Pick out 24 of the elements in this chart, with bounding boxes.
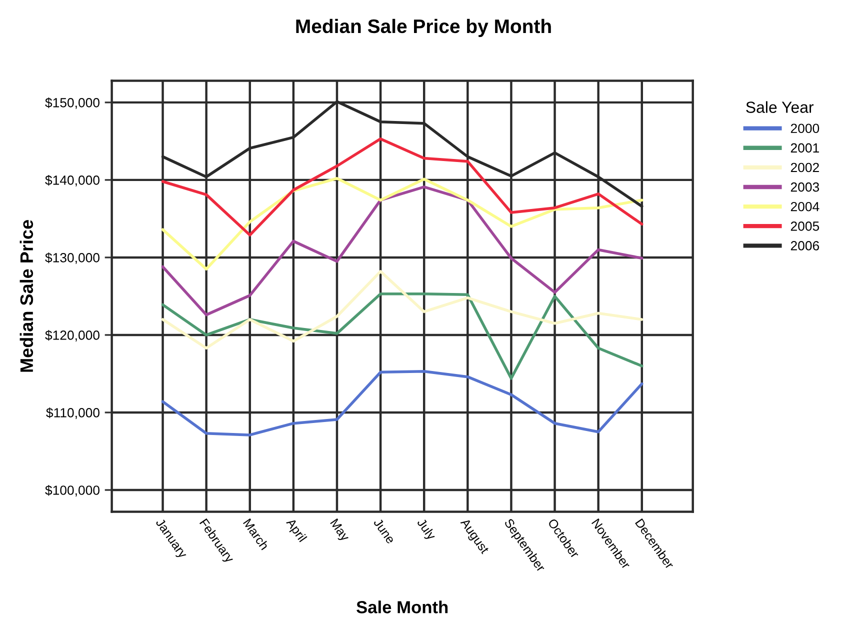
y-axis-title: Median Sale Price xyxy=(20,220,34,372)
y-tick-label: $100,000 xyxy=(45,485,100,496)
chart-title: Median Sale Price by Month xyxy=(296,18,551,38)
legend-label: 2003 xyxy=(790,182,820,192)
line-series xyxy=(161,370,644,436)
legend-label: 2002 xyxy=(790,162,819,172)
y-tick-label: $110,000 xyxy=(46,408,100,419)
legend-label: 2005 xyxy=(790,222,820,231)
line-series xyxy=(161,270,644,350)
x-axis-title: Sale Month xyxy=(356,600,448,614)
y-tick-label: $130,000 xyxy=(45,252,100,264)
y-tick-label: $140,000 xyxy=(45,174,100,186)
line-series xyxy=(161,292,644,380)
y-tick-label: $120,000 xyxy=(45,330,100,342)
legend-label: 2001 xyxy=(790,143,819,153)
y-tick-label: $150,000 xyxy=(45,97,100,109)
legend-label: 2000 xyxy=(790,124,820,134)
x-tick-label: July xyxy=(414,517,437,542)
legend-title: Sale Year xyxy=(746,101,814,113)
line-series xyxy=(161,186,644,316)
legend-label: 2006 xyxy=(790,241,820,250)
legend-label: 2004 xyxy=(790,202,820,212)
line-series xyxy=(161,137,644,236)
line-series xyxy=(161,177,644,270)
